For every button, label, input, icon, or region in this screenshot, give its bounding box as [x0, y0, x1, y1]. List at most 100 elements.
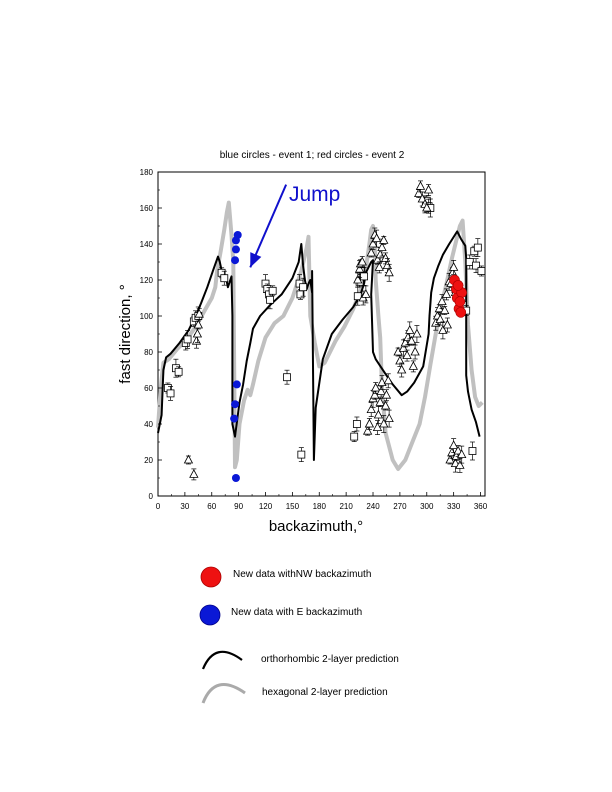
y-tick-label: 180 [140, 168, 154, 177]
square-marker [283, 373, 291, 382]
x-tick-label: 90 [234, 502, 243, 511]
triangle-marker [375, 397, 385, 406]
x-tick-label: 360 [474, 502, 488, 511]
triangle-marker [375, 249, 385, 259]
blue-circle-point [231, 400, 240, 409]
orthorhombic-prediction-line [157, 230, 481, 461]
triangle-marker [395, 355, 405, 365]
y-tick-label: 60 [144, 384, 153, 393]
legend: New data withNW backazimuth New data wit… [199, 566, 399, 704]
red-circle-point [455, 307, 467, 318]
triangle-marker [189, 469, 199, 478]
square-marker [468, 447, 477, 455]
legend-ortho-label: orthorhombic 2-layer prediction [261, 654, 399, 665]
triangle-marker [364, 418, 375, 428]
square-marker [299, 283, 308, 292]
y-tick-label: 100 [140, 312, 154, 321]
triangle-marker [193, 319, 203, 329]
triangle-marker [371, 233, 382, 243]
triangle-marker [442, 319, 453, 329]
triangle-marker [422, 202, 432, 212]
triangle-marker [415, 181, 426, 190]
triangle-marker [437, 296, 447, 306]
x-tick-label: 210 [339, 502, 353, 511]
legend-blue-marker [199, 604, 221, 626]
jump-arrow [249, 184, 288, 268]
x-tick-label: 0 [156, 502, 161, 511]
legend-hex-line [201, 683, 246, 704]
triangle-marker [374, 262, 384, 271]
jump-annotation: Jump [289, 183, 340, 206]
square-marker [266, 295, 274, 304]
square-marker [477, 267, 486, 275]
x-tick-label: 120 [259, 502, 273, 511]
triangle-marker [448, 440, 459, 450]
square-marker [183, 335, 192, 344]
y-tick-label: 80 [144, 348, 153, 357]
triangle-marker [384, 413, 394, 423]
triangle-marker [194, 308, 204, 318]
plot-area: 0 30 60 90 120 150 180 210 240 270 300 330 360 0 20 40… [140, 168, 488, 511]
triangle-marker [379, 418, 389, 428]
red-circle-point [454, 296, 466, 307]
triangle-marker [438, 325, 448, 334]
blue-circle-point [230, 414, 239, 423]
triangle-marker [406, 335, 417, 345]
jump-arrow-head [250, 252, 262, 268]
square-marker [472, 261, 480, 270]
red-circles-event-2 [449, 274, 468, 318]
x-axis-ticks: 0 30 60 90 120 150 180 210 240 270 300 330 360 [156, 492, 488, 511]
legend-blue-label: New data with E backazimuth [231, 607, 362, 618]
triangle-marker [353, 274, 363, 284]
chart-title: blue circles - event 1; red circles - ev… [220, 150, 405, 161]
triangle-marker [457, 449, 467, 459]
triangle-marker [362, 425, 373, 435]
x-tick-label: 330 [447, 502, 461, 511]
triangle-marker [410, 346, 420, 356]
square-marker [473, 243, 482, 252]
red-circle-point [452, 280, 464, 291]
square-marker [360, 272, 368, 281]
triangle-marker [377, 242, 387, 252]
triangle-marker [183, 454, 194, 464]
hexagonal-prediction-line [156, 200, 484, 471]
triangle-marker [366, 404, 376, 414]
triangle-marker [414, 188, 424, 198]
square-marker [268, 286, 277, 295]
triangle-marker [381, 389, 392, 399]
triangle-marker [383, 375, 393, 385]
triangle-marker [361, 289, 371, 298]
triangle-marker [379, 235, 389, 244]
triangle-marker [423, 184, 434, 194]
y-tick-label: 40 [144, 420, 153, 429]
x-tick-label: 300 [420, 502, 434, 511]
triangle-marker [354, 263, 365, 273]
x-tick-label: 270 [393, 502, 407, 511]
x-tick-label: 240 [366, 502, 380, 511]
triangle-marker [397, 364, 407, 374]
y-axis-label: fast direction, ° [117, 284, 134, 383]
x-tick-label: 60 [207, 502, 216, 511]
square-marker [350, 432, 359, 441]
triangle-marker [373, 409, 384, 419]
triangle-marker [382, 260, 393, 270]
x-tick-label: 150 [286, 502, 300, 511]
legend-hex-label: hexagonal 2-layer prediction [262, 687, 388, 698]
square-marker [297, 450, 306, 459]
triangle-marker [440, 305, 450, 315]
blue-circles-event-1 [230, 231, 242, 482]
triangle-marker [412, 328, 422, 338]
triangle-marker [398, 343, 409, 352]
y-tick-label: 20 [144, 456, 153, 465]
x-axis-label: backazimuth,° [269, 518, 363, 535]
y-tick-label: 140 [140, 240, 154, 249]
triangle-marker [448, 262, 459, 271]
triangle-marker [372, 254, 383, 264]
triangle-marker [453, 445, 463, 455]
blue-circle-point [233, 231, 242, 239]
triangle-marker [192, 328, 203, 338]
y-tick-label: 0 [149, 492, 154, 501]
triangle-marker [435, 314, 445, 324]
blue-circle-point [231, 474, 240, 482]
hexagonal-prediction-path [156, 200, 484, 471]
